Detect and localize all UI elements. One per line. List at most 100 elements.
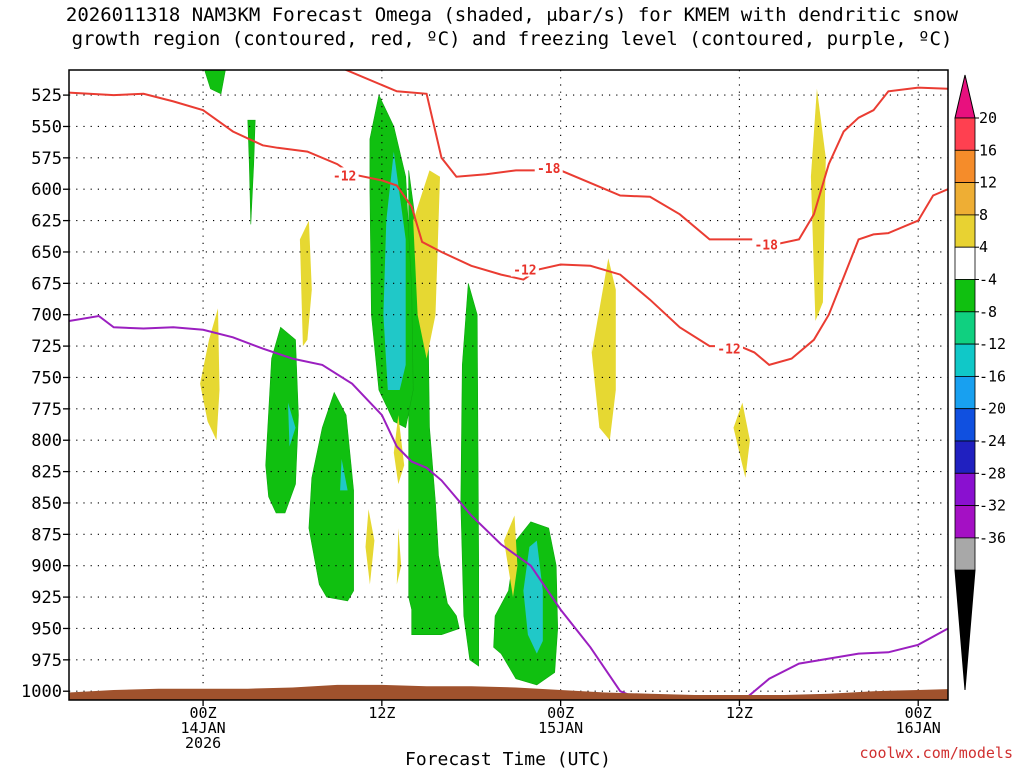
x-axis-title: Forecast Time (UTC) xyxy=(405,749,611,768)
y-tick-label-925: 925 xyxy=(31,588,62,608)
colorbar-label-8: -16 xyxy=(979,367,1006,385)
x-tick-label-0-2: 2026 xyxy=(185,734,221,752)
contour-label-0: -12 xyxy=(333,169,356,184)
colorbar-swatch-5 xyxy=(954,279,976,313)
y-tick-label-850: 850 xyxy=(31,494,62,514)
omega-region-cyan-9 xyxy=(523,540,543,654)
colorbar-swatch-13 xyxy=(954,537,976,571)
colorbar-swatch-8 xyxy=(954,375,976,410)
colorbar-swatch-10 xyxy=(954,440,976,474)
plot-frame xyxy=(68,69,949,701)
y-tick-label-975: 975 xyxy=(31,651,62,671)
colorbar-label-3: 8 xyxy=(979,206,988,224)
omega-region-cyan-10 xyxy=(288,402,296,447)
ground-surface xyxy=(69,684,948,700)
omega-region-yellow-18 xyxy=(396,528,402,585)
y-tick-label-625: 625 xyxy=(31,212,62,232)
omega-region-yellow-17 xyxy=(365,509,375,585)
colorbar-label-13: -36 xyxy=(979,529,1006,547)
y-tick-label-600: 600 xyxy=(31,180,62,200)
colorbar-label-4: 4 xyxy=(979,238,988,256)
y-tick-label-525: 525 xyxy=(31,86,62,106)
x-tick-label-36-0: 12Z xyxy=(726,704,753,722)
omega-region-green-0 xyxy=(204,70,226,95)
chart-title-line1: 2026011318 NAM3KM Forecast Omega (shaded… xyxy=(65,4,959,26)
freezing-level-contour xyxy=(69,314,644,700)
colorbar-label-12: -32 xyxy=(979,497,1006,515)
credit-text: coolwx.com/models xyxy=(859,744,1013,762)
colorbar-label-7: -12 xyxy=(979,335,1006,353)
colorbar-swatch-7 xyxy=(954,343,976,377)
freezing-level-contour-right xyxy=(742,627,948,700)
omega-region-yellow-21 xyxy=(733,402,750,478)
omega-region-cyan-11 xyxy=(340,459,348,491)
colorbar-swatch-11 xyxy=(954,472,976,506)
colorbar-label-11: -28 xyxy=(979,464,1006,482)
contour-label-3: -18 xyxy=(754,238,778,253)
x-tick-label-0-0: 00Z xyxy=(190,704,217,722)
colorbar-label-2: 12 xyxy=(979,174,997,192)
contour-label-1: -18 xyxy=(537,162,561,177)
ground-fill xyxy=(69,684,948,700)
contour-label-bg-1 xyxy=(534,159,563,175)
x-tick-label-48-0: 00Z xyxy=(905,704,932,722)
colorbar-swatch-4 xyxy=(954,246,976,280)
colorbar-swatch-1 xyxy=(954,149,976,184)
y-tick-label-675: 675 xyxy=(31,274,62,294)
omega-region-cyan-8 xyxy=(383,151,406,390)
omega-region-green-3 xyxy=(308,391,354,602)
contour-label-4: -12 xyxy=(717,343,740,358)
y-tick-label-700: 700 xyxy=(31,306,62,326)
omega-region-yellow-23 xyxy=(815,139,823,234)
colorbar-bottom-arrow xyxy=(954,569,976,691)
colorbar-label-5: -4 xyxy=(979,271,997,289)
y-tick-label-650: 650 xyxy=(31,243,62,263)
y-tick-label-550: 550 xyxy=(31,117,62,137)
colorbar-top-arrow xyxy=(954,74,976,119)
contour-label-bg-2 xyxy=(510,261,539,277)
colorbar-swatch-6 xyxy=(954,311,976,345)
dgz-minus12-contour xyxy=(69,91,948,367)
chart-title-line2: growth region (contoured, red, ºC) and f… xyxy=(71,28,953,50)
colorbar-swatch-2 xyxy=(954,182,976,216)
colorbar-label-9: -20 xyxy=(979,400,1006,418)
colorbar-label-1: 16 xyxy=(979,141,997,159)
colorbar-label-10: -24 xyxy=(979,432,1006,450)
contour-label-bg-0 xyxy=(330,167,359,183)
colorbar-swatch-0 xyxy=(954,117,976,151)
y-tick-label-775: 775 xyxy=(31,400,62,420)
x-tick-label-24-1: 15JAN xyxy=(538,719,583,737)
y-tick-label-950: 950 xyxy=(31,619,62,639)
omega-region-green-1 xyxy=(247,119,256,225)
colorbar-label-6: -8 xyxy=(979,303,997,321)
colorbar-label-0: 20 xyxy=(979,109,997,127)
omega-region-green-2 xyxy=(265,326,299,514)
x-tick-label-24-0: 00Z xyxy=(547,704,574,722)
x-tick-label-48-1: 16JAN xyxy=(896,719,941,737)
y-tick-label-575: 575 xyxy=(31,149,62,169)
y-tick-label-900: 900 xyxy=(31,557,62,577)
omega-shading xyxy=(200,70,826,686)
omega-region-yellow-15 xyxy=(423,239,431,303)
x-tick-label-0-1: 14JAN xyxy=(181,719,226,737)
contour-label-2: -12 xyxy=(513,264,536,279)
omega-region-green-5 xyxy=(460,283,480,667)
y-axis: 525 550 575 600 625 650 675 700 725 750 775 800 825 8… xyxy=(21,86,69,702)
colorbar-swatch-9 xyxy=(954,408,976,442)
y-tick-label-750: 750 xyxy=(31,368,62,388)
contour-label-bg-4 xyxy=(714,340,743,356)
colorbar-legend: 20 16 12 8 4 -4 -8 -12 -16 -20 -24 -28 -32 -36 xyxy=(954,74,1006,691)
y-tick-label-800: 800 xyxy=(31,431,62,451)
x-tick-label-12-0: 12Z xyxy=(368,704,395,722)
omega-region-yellow-20 xyxy=(590,258,616,441)
contour-label-bg-3 xyxy=(752,236,781,252)
omega-region-yellow-12 xyxy=(200,308,220,441)
y-tick-label-725: 725 xyxy=(31,337,62,357)
y-tick-label-875: 875 xyxy=(31,525,62,545)
colorbar-swatch-12 xyxy=(954,505,976,539)
omega-region-yellow-13 xyxy=(299,220,312,347)
omega-region-yellow-19 xyxy=(504,515,518,598)
dgz-minus18-contour xyxy=(343,70,948,247)
